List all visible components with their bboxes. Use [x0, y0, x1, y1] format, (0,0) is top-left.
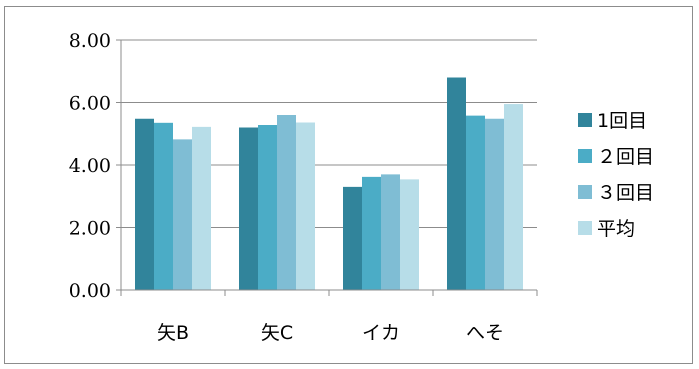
x-axis-category-labels: 矢B 矢C イカ へそ — [157, 322, 504, 344]
legend-swatch-0 — [578, 113, 592, 127]
bar-2-0 — [343, 186, 362, 290]
bar-3-2 — [485, 118, 504, 290]
x-tick-label-2: イカ — [362, 322, 400, 344]
bar-1-1 — [258, 125, 277, 290]
x-tick-label-0: 矢B — [157, 322, 189, 344]
bar-0-2 — [173, 139, 192, 290]
y-axis-tick-labels: 0.00 2.00 4.00 6.00 8.00 — [69, 30, 111, 302]
bar-1-0 — [239, 127, 258, 290]
legend-label-1: ２回目 — [597, 146, 654, 168]
bar-3-1 — [466, 115, 485, 290]
legend-label-0: 1回目 — [597, 110, 647, 132]
bar-0-1 — [154, 122, 173, 290]
y-tick-label-3: 6.00 — [69, 93, 111, 115]
bar-0-3 — [192, 126, 211, 290]
bar-3-3 — [504, 104, 523, 290]
legend-label-3: 平均 — [597, 218, 635, 240]
bars — [135, 77, 523, 290]
bar-2-2 — [381, 174, 400, 290]
bar-2-3 — [400, 179, 419, 290]
bar-0-0 — [135, 118, 154, 290]
bar-3-0 — [447, 77, 466, 290]
x-tick-label-1: 矢C — [261, 322, 293, 344]
legend-swatch-1 — [578, 149, 592, 163]
y-tick-label-4: 8.00 — [69, 30, 111, 52]
axes — [120, 40, 538, 296]
bar-1-3 — [296, 122, 315, 290]
bar-2-1 — [362, 176, 381, 290]
legend-swatch-2 — [578, 185, 592, 199]
x-tick-label-3: へそ — [466, 322, 504, 344]
y-tick-label-1: 2.00 — [69, 218, 111, 240]
bar-1-2 — [277, 115, 296, 290]
legend-label-2: ３回目 — [597, 182, 654, 204]
y-tick-label-2: 4.00 — [69, 155, 111, 177]
y-tick-label-0: 0.00 — [69, 280, 111, 302]
legend-swatch-3 — [578, 221, 592, 235]
